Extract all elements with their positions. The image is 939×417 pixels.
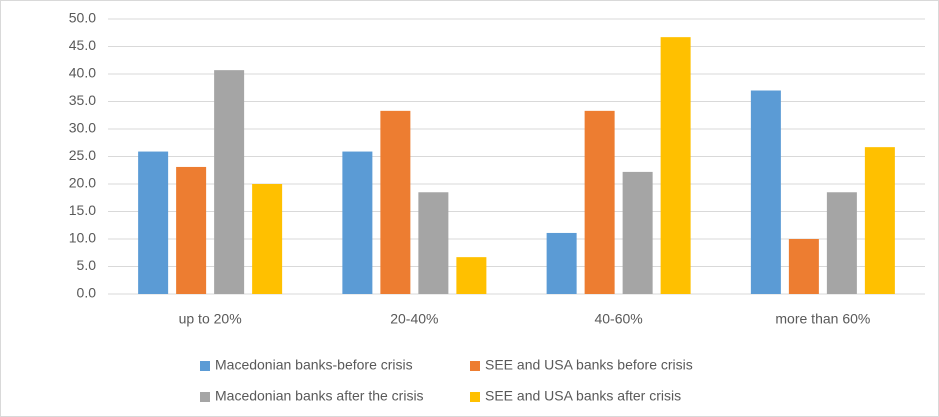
bar	[456, 257, 487, 294]
y-tick-label: 5.0	[77, 257, 97, 273]
y-tick-label: 10.0	[69, 230, 96, 246]
legend-swatch	[200, 361, 210, 371]
bar	[750, 90, 781, 294]
x-tick-label: more than 60%	[775, 311, 870, 327]
bar	[176, 166, 207, 294]
y-tick-label: 0.0	[77, 285, 97, 301]
legend-swatch	[470, 392, 480, 402]
y-tick-label: 35.0	[69, 92, 96, 108]
legend-label: SEE and USA banks after crisis	[485, 388, 681, 404]
y-tick-label: 40.0	[69, 65, 96, 81]
bar	[788, 239, 819, 294]
x-tick-label: 40-60%	[594, 311, 642, 327]
x-tick-label: 20-40%	[390, 311, 438, 327]
y-tick-label: 15.0	[69, 202, 96, 218]
bar	[622, 171, 653, 294]
bar	[584, 110, 615, 294]
x-tick-label: up to 20%	[179, 311, 242, 327]
legend-label: Macedonian banks after the crisis	[215, 388, 424, 404]
legend-label: Macedonian banks-before crisis	[215, 357, 413, 373]
bar	[826, 192, 857, 294]
legend-swatch	[470, 361, 480, 371]
bar	[138, 151, 169, 294]
bar	[214, 70, 245, 295]
legend-label: SEE and USA banks before crisis	[485, 357, 693, 373]
bar	[418, 192, 449, 294]
bar	[864, 147, 895, 294]
legend-swatch	[200, 392, 210, 402]
bar	[380, 110, 411, 294]
bar	[252, 184, 283, 294]
y-tick-label: 30.0	[69, 120, 96, 136]
bar	[342, 151, 373, 294]
y-tick-label: 20.0	[69, 175, 96, 191]
bar	[546, 232, 577, 294]
y-tick-label: 45.0	[69, 37, 96, 53]
bar	[660, 37, 691, 295]
y-tick-label: 25.0	[69, 147, 96, 163]
y-tick-label: 50.0	[69, 10, 96, 26]
